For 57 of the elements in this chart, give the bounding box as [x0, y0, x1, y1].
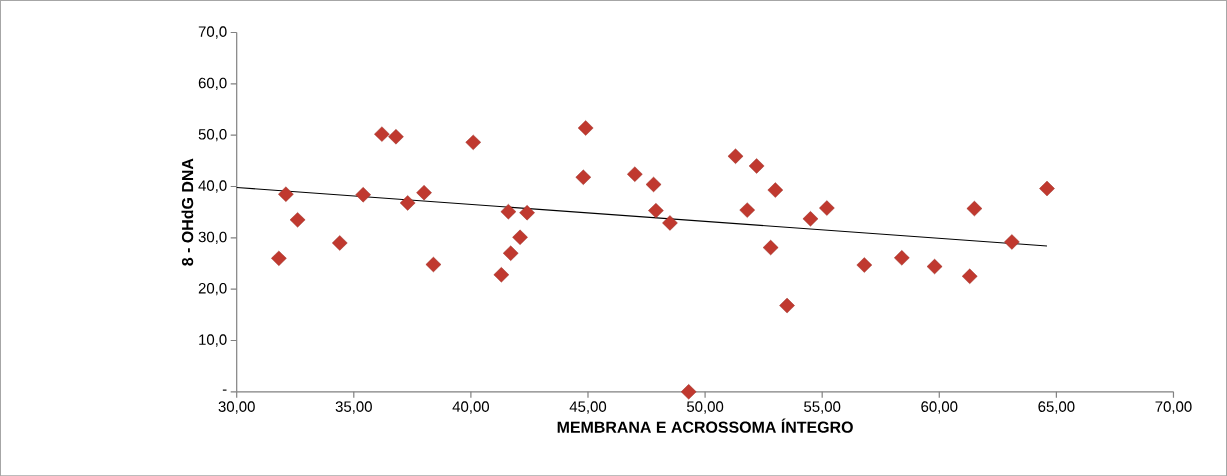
point [648, 202, 664, 219]
point [767, 182, 784, 198]
point [271, 250, 287, 266]
y-tick-label: 70,0 [198, 26, 227, 39]
point [512, 229, 528, 245]
point [856, 257, 873, 273]
point [502, 245, 519, 261]
y-axis-title: 8 - OHdG DNA [181, 158, 194, 266]
point [819, 200, 835, 216]
x-tick-label: 50,00 [686, 401, 724, 414]
point [388, 128, 404, 145]
point [739, 202, 756, 218]
x-tick-label: 30,00 [218, 401, 255, 414]
x-tick-label: 35,00 [335, 401, 372, 414]
point [645, 176, 662, 192]
y-tick-label: - [222, 389, 227, 391]
point [894, 249, 910, 266]
point [802, 210, 819, 227]
point [577, 120, 594, 136]
point [399, 195, 416, 211]
y-tick-label: 50,0 [198, 128, 227, 142]
point [331, 235, 348, 251]
point [500, 203, 517, 220]
x-tick-label: 70,00 [1155, 401, 1192, 414]
point [627, 166, 643, 182]
point [779, 297, 795, 314]
point [662, 215, 678, 231]
x-tick-label: 45,00 [569, 401, 607, 414]
point [961, 268, 978, 284]
x-tick-label: 55,00 [804, 401, 841, 414]
x-tick-label: 60,00 [921, 401, 958, 414]
point [1004, 234, 1020, 250]
point [926, 258, 943, 275]
y-tick-label: 10,0 [199, 334, 227, 347]
point [355, 186, 371, 203]
point [1039, 180, 1055, 197]
point [575, 169, 592, 185]
point [278, 186, 294, 202]
point [289, 212, 306, 228]
point [425, 256, 442, 273]
point [374, 126, 390, 142]
point [465, 134, 482, 150]
point [727, 148, 744, 164]
x-axis-title: MEMBRANA E ACROSSOMA ÍNTEGRO [557, 418, 853, 433]
point [416, 184, 432, 201]
x-tick-label: 40,00 [452, 401, 490, 414]
point [493, 266, 510, 283]
point [680, 383, 697, 400]
point [519, 204, 535, 221]
point [966, 200, 983, 217]
y-tick-label: 60,0 [198, 77, 227, 90]
point [748, 158, 765, 174]
point [762, 239, 779, 256]
y-tick-label: 20,0 [198, 282, 227, 296]
x-tick-label: 65,00 [1038, 401, 1075, 414]
y-tick-label: 30,0 [198, 231, 227, 244]
y-tick-label: 40,0 [198, 180, 227, 193]
